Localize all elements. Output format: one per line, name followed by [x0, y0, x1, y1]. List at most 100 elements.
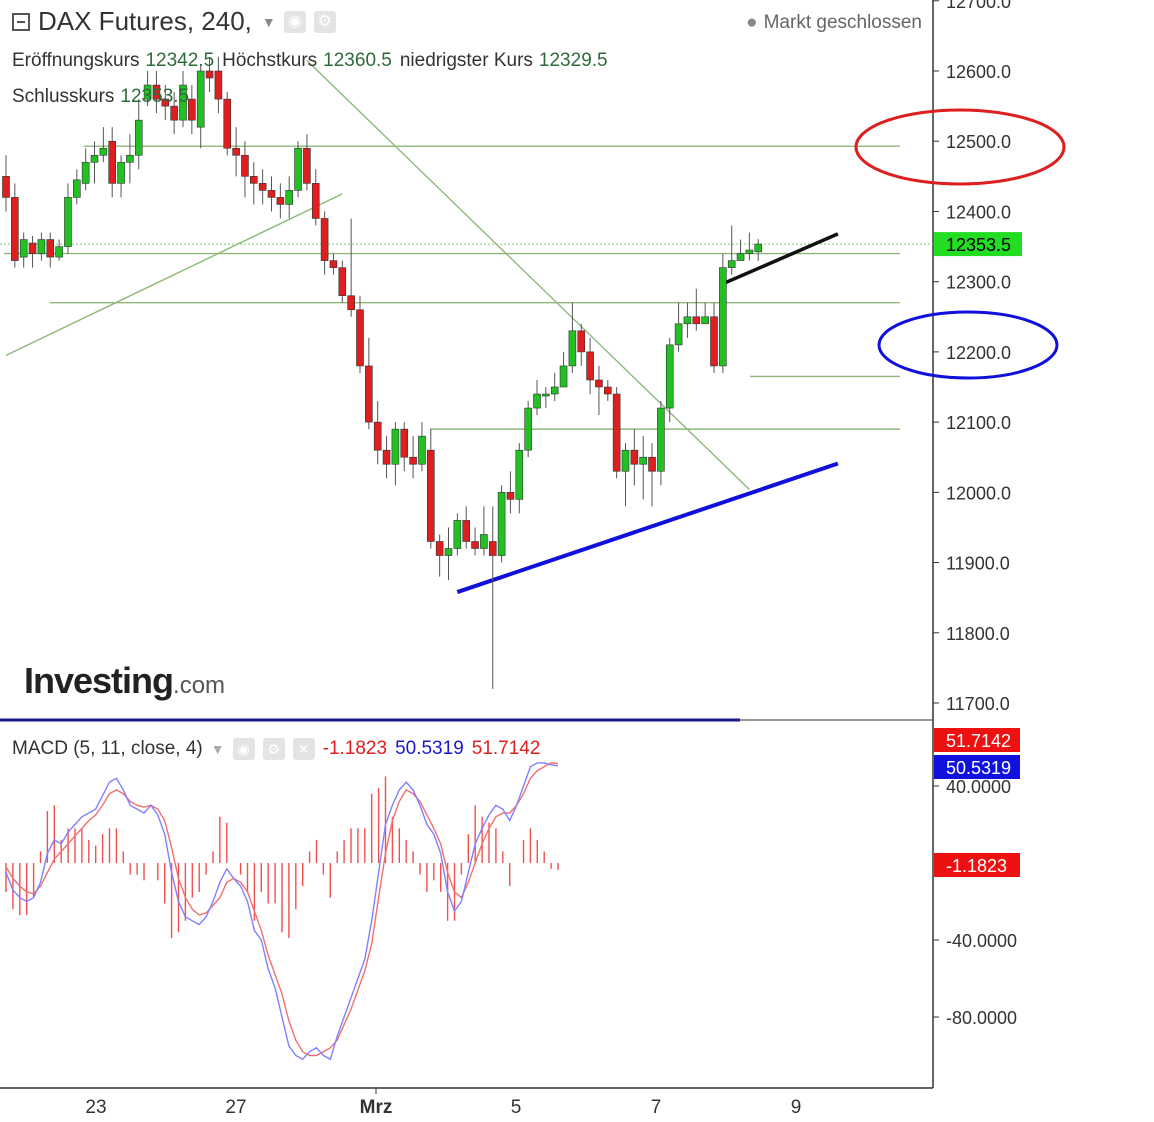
candle-body [754, 243, 763, 253]
candle-body [692, 316, 701, 325]
close-row: Schlusskurs 12353.5 [12, 86, 197, 108]
candle-body [727, 260, 736, 268]
red-ellipse-annotation [854, 108, 1066, 186]
candle-body [285, 190, 294, 205]
candle-body [294, 147, 302, 191]
candle-body [373, 421, 382, 451]
macd-line-badge-label: 50.5319 [946, 758, 1011, 778]
y-tick-label: 12700.0 [946, 0, 1011, 12]
x-tick-label: 9 [791, 1097, 802, 1117]
candle-body [444, 548, 453, 556]
y-tick-label: 12300.0 [946, 273, 1011, 293]
candle-body [55, 246, 63, 258]
candle-body [81, 161, 90, 184]
candle-body [550, 386, 559, 395]
candle-body [320, 218, 329, 261]
gear-icon[interactable]: ⚙ [313, 10, 336, 33]
candle-body [683, 316, 692, 325]
candle-body [400, 428, 409, 458]
candle-body [134, 119, 143, 156]
candle-body [303, 147, 311, 184]
gear-icon[interactable]: ⚙ [262, 738, 285, 760]
x-tick-label: 7 [651, 1097, 662, 1117]
candle-body [612, 393, 621, 472]
blue-support-line [456, 461, 839, 594]
candle-body [37, 239, 46, 254]
macd-hist-badge-label: -1.1823 [946, 856, 1007, 876]
candle-body [170, 105, 178, 121]
green-falling-trend-line [306, 59, 750, 491]
candle-body [258, 183, 267, 191]
market-status: ● Markt geschlossen [746, 12, 922, 34]
open-label: Eröffnungskurs [12, 50, 140, 71]
y-tick-label: 12200.0 [946, 343, 1011, 363]
macd-title: MACD (5, 11, close, 4) [12, 738, 203, 759]
candle-body [126, 154, 134, 163]
macd-header[interactable]: MACD (5, 11, close, 4) ▼ ◉ ⚙ ✕ -1.1823 5… [12, 738, 540, 760]
macd-hist-value: -1.1823 [322, 738, 388, 759]
candle-body [152, 84, 161, 100]
low-value: 12329.5 [538, 50, 608, 71]
y-tick-label: 11800.0 [946, 624, 1010, 644]
candle-body [568, 330, 577, 367]
candle-body [577, 330, 586, 353]
eye-icon[interactable]: ◉ [283, 10, 306, 33]
candle-body [595, 379, 603, 388]
candle-body [232, 147, 240, 156]
candle-body [639, 456, 648, 465]
y-tick-label: 11900.0 [946, 554, 1010, 574]
candle-body [311, 183, 320, 219]
collapse-icon[interactable] [12, 12, 30, 31]
candle-body [665, 344, 674, 409]
candle-body [64, 197, 72, 247]
macd-y-tick-label: -80.0000 [946, 1008, 1017, 1028]
chart-title-bar[interactable]: DAX Futures, 240, ▼ ◉ ⚙ [12, 6, 336, 37]
x-tick-label: Mrz [360, 1097, 393, 1117]
candle-body [28, 242, 37, 254]
candle-body [276, 197, 285, 205]
macd-signal-badge [934, 728, 1020, 752]
candle-body [497, 492, 506, 556]
candle-body [745, 249, 754, 254]
candle-body [480, 534, 488, 549]
chevron-down-icon[interactable]: ▼ [210, 741, 225, 757]
open-value: 12342.5 [145, 50, 215, 71]
chart-title: DAX Futures, 240, [38, 6, 252, 36]
high-value: 12360.5 [323, 50, 392, 71]
candle-body [453, 520, 462, 549]
candle-body [426, 449, 435, 542]
x-tick-label: 23 [85, 1097, 106, 1117]
candle-body [657, 407, 665, 472]
candle-body [205, 70, 214, 79]
candle-body [674, 323, 683, 346]
eye-icon[interactable]: ◉ [232, 738, 255, 760]
candle-body [241, 154, 249, 177]
candle-body [391, 428, 400, 465]
candle-body [736, 253, 745, 261]
candle-body [648, 456, 656, 472]
candle-body [250, 176, 258, 184]
candle-body [462, 520, 471, 542]
macd-hist-badge [934, 853, 1020, 877]
candle-body [214, 70, 223, 100]
candle-body [179, 84, 187, 121]
macd-line [5, 762, 559, 1061]
macd-signal-value: 51.7142 [471, 738, 541, 759]
y-tick-label: 11700.0 [946, 694, 1010, 714]
candle-body [117, 161, 125, 184]
ohlc-row: Eröffnungskurs 12342.5 Höchstkurs 12360.5 ni… [12, 50, 616, 72]
logo-brand: Investing [24, 660, 174, 701]
status-dot-icon: ● [746, 12, 758, 33]
chevron-down-icon[interactable]: ▼ [261, 13, 276, 30]
y-tick-label: 12000.0 [946, 483, 1011, 503]
close-icon[interactable]: ✕ [292, 738, 315, 760]
candle-body [382, 449, 391, 465]
macd-signal-badge-label: 51.7142 [946, 731, 1011, 751]
candle-body [11, 197, 19, 261]
market-status-text: Markt geschlossen [763, 12, 922, 33]
candle-body [701, 316, 709, 325]
candle-body [90, 154, 99, 163]
candle-body [267, 190, 276, 198]
candle-body [356, 309, 364, 367]
